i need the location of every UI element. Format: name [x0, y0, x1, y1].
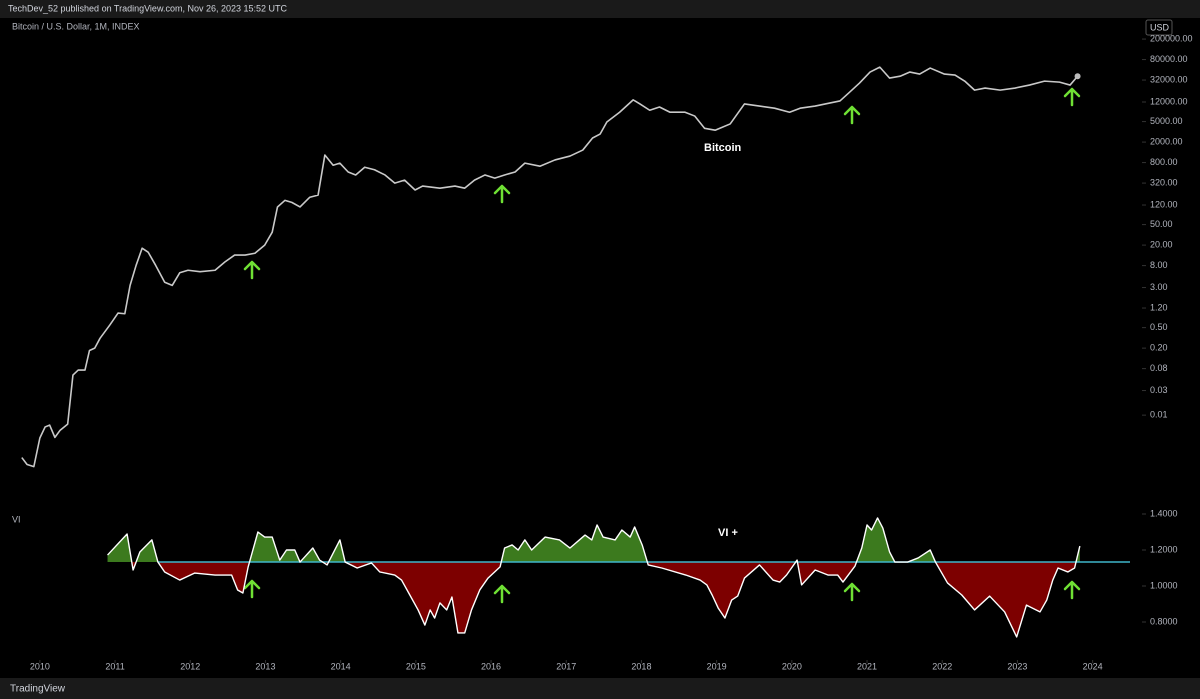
y-tick-label: 200000.00	[1150, 33, 1193, 43]
up-arrow	[243, 579, 261, 599]
x-tick-label: 2022	[932, 661, 952, 671]
y-tick-label: 8.00	[1150, 260, 1168, 270]
x-tick-label: 2015	[406, 661, 426, 671]
y-tick-label: 1.2000	[1150, 544, 1178, 554]
y-tick-label: 1.0000	[1150, 580, 1178, 590]
header-bar	[0, 0, 1200, 18]
y-tick-label: 3.00	[1150, 282, 1168, 292]
x-tick-label: 2021	[857, 661, 877, 671]
arrows	[243, 87, 1081, 604]
x-tick-label: 2024	[1083, 661, 1103, 671]
x-tick-label: 2014	[331, 661, 351, 671]
indicator-annotation: VI +	[718, 527, 738, 539]
y-tick-label: 32000.00	[1150, 74, 1188, 84]
footer-brand: TradingView	[10, 684, 66, 695]
y-tick-label: 20.00	[1150, 239, 1173, 249]
published-info: TechDev_52 published on TradingView.com,…	[8, 3, 288, 13]
up-arrow	[493, 584, 511, 604]
y-tick-label: 800.00	[1150, 157, 1178, 167]
x-tick-label: 2011	[105, 661, 124, 671]
y-tick-label: 1.4000	[1150, 508, 1178, 518]
currency[interactable]: USD	[1150, 22, 1170, 32]
up-arrow	[843, 582, 861, 602]
y-tick-label: 80000.00	[1150, 54, 1188, 64]
y-tick-label: 5000.00	[1150, 116, 1183, 126]
y-tick-label: 0.20	[1150, 342, 1168, 352]
x-tick-label: 2017	[556, 661, 576, 671]
y-tick-label: 320.00	[1150, 177, 1178, 187]
x-tick-label: 2013	[255, 661, 275, 671]
up-arrow	[1063, 580, 1081, 600]
price-annotation: Bitcoin	[704, 142, 742, 154]
up-arrow	[843, 105, 861, 125]
footer-bar	[0, 678, 1200, 699]
indicator-label: VI	[12, 514, 21, 524]
x-tick-label: 2023	[1007, 661, 1027, 671]
y-tick-label: 0.03	[1150, 385, 1168, 395]
fill-above	[107, 517, 1080, 563]
x-tick-label: 2019	[707, 661, 727, 671]
y-tick-label: 50.00	[1150, 219, 1173, 229]
x-tick-label: 2012	[180, 661, 200, 671]
indicator-line	[107, 517, 1081, 638]
up-arrow	[1063, 87, 1081, 107]
y-tick-label: 120.00	[1150, 199, 1178, 209]
y-tick-label: 12000.00	[1150, 96, 1188, 106]
last-price-dot	[1074, 73, 1081, 80]
up-arrow	[493, 184, 511, 204]
price-line	[21, 66, 1079, 468]
y-tick-label: 2000.00	[1150, 136, 1183, 146]
y-tick-label: 0.8000	[1150, 616, 1178, 626]
y-tick-label: 0.01	[1150, 410, 1168, 420]
y-tick-label: 0.50	[1150, 322, 1168, 332]
fill-below	[107, 562, 1080, 637]
x-tick-label: 2016	[481, 661, 501, 671]
y-tick-label: 0.08	[1150, 363, 1168, 373]
symbol-info: Bitcoin / U.S. Dollar, 1M, INDEX	[12, 21, 140, 31]
currency-box[interactable]	[1145, 19, 1173, 36]
x-tick-label: 2018	[631, 661, 651, 671]
x-tick-label: 2010	[30, 661, 50, 671]
y-tick-label: 1.20	[1150, 302, 1168, 312]
up-arrow	[243, 260, 261, 280]
x-tick-label: 2020	[782, 661, 802, 671]
